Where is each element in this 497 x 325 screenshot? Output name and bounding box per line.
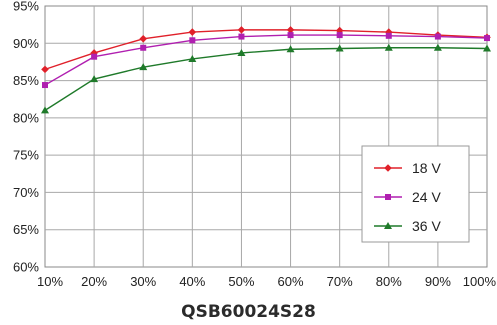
series-36v (41, 43, 491, 114)
series-line (44, 34, 488, 86)
efficiency-line-chart: 60% 65% 70% 75% 80% 85% 90% 95% 10% 20% 30% 40% 50%… (13, 0, 496, 289)
data-point (384, 43, 393, 51)
series-24v (42, 32, 490, 89)
series-line (44, 47, 488, 111)
data-point (484, 35, 490, 42)
data-point (434, 33, 441, 40)
x-tick-label: 10% (37, 274, 63, 289)
y-tick-label: 90% (13, 36, 39, 51)
legend-marker (385, 194, 391, 200)
y-tick-label: 65% (13, 222, 39, 237)
data-point (335, 44, 344, 52)
series-line (44, 29, 488, 71)
x-tick-label: 50% (228, 274, 254, 289)
data-point (483, 44, 491, 52)
legend-entry-label: 24 V (412, 189, 441, 205)
y-tick-label: 95% (13, 0, 39, 14)
x-tick-label: 60% (278, 274, 304, 289)
series-group (41, 26, 491, 114)
y-tick-label: 70% (13, 185, 39, 200)
data-point (336, 32, 343, 39)
data-point (238, 33, 245, 40)
x-axis-ticks: 10% 20% 30% 40% 50% 60% 70% 80% 90% 100% (37, 274, 496, 289)
y-tick-label: 75% (13, 148, 39, 163)
data-point (140, 44, 147, 51)
data-point (188, 54, 197, 62)
data-point (237, 48, 246, 56)
x-tick-label: 80% (376, 274, 402, 289)
y-axis-ticks: 60% 65% 70% 75% 80% 85% 90% 95% (13, 0, 39, 275)
legend-box (361, 145, 470, 243)
data-point (188, 28, 197, 36)
data-point (287, 32, 294, 39)
data-point (41, 65, 49, 74)
data-point (91, 53, 98, 60)
y-tick-label: 80% (13, 110, 39, 125)
chart-title: QSB60024S28 (181, 302, 316, 322)
legend: 18 V 24 V 36 V (361, 145, 470, 243)
data-point (385, 32, 392, 39)
x-tick-label: 40% (179, 274, 205, 289)
x-tick-label: 90% (425, 274, 451, 289)
y-tick-label: 85% (13, 73, 39, 88)
x-tick-label: 100% (463, 274, 497, 289)
x-tick-label: 70% (327, 274, 353, 289)
legend-entry-label: 18 V (412, 160, 441, 176)
legend-marker (384, 164, 392, 172)
y-tick-label: 60% (13, 260, 39, 275)
data-point (237, 26, 246, 34)
x-tick-label: 30% (130, 274, 156, 289)
data-point (139, 35, 148, 43)
data-point (286, 45, 295, 53)
data-point (42, 82, 48, 89)
data-point (90, 75, 99, 83)
legend-entry-label: 36 V (412, 218, 441, 234)
data-point (189, 37, 196, 44)
data-point (433, 43, 442, 51)
data-point (139, 63, 148, 71)
x-tick-label: 20% (81, 274, 107, 289)
data-point (286, 26, 295, 34)
data-point (41, 106, 49, 114)
legend-marker (384, 222, 392, 229)
